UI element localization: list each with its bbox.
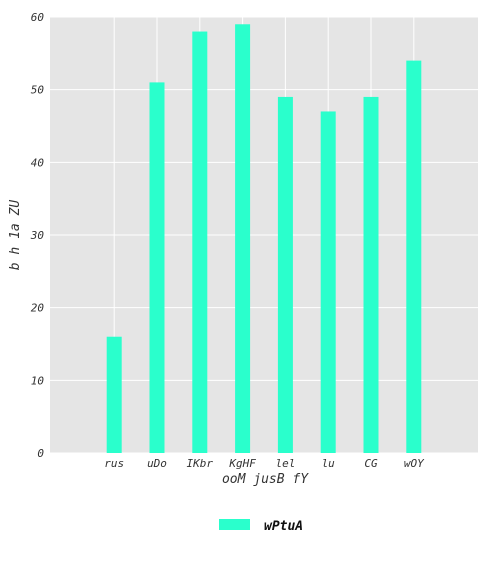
- y-tick-label: 10: [31, 374, 45, 387]
- y-tick-label: 50: [31, 84, 45, 97]
- legend-label: wPtuA: [264, 519, 303, 534]
- x-tick-label: IKbr: [187, 457, 214, 470]
- x-tick-label: wOY: [404, 457, 425, 470]
- y-tick-label: 20: [31, 302, 45, 315]
- bar: [363, 96, 379, 453]
- x-tick-label: rus: [104, 457, 124, 470]
- x-tick-label: lu: [322, 457, 336, 470]
- y-axis-ticks: 0 10 20 30 40 50 60: [30, 11, 45, 460]
- x-tick-label: CG: [364, 457, 378, 470]
- bar: [106, 336, 122, 453]
- y-tick-label: 60: [31, 11, 45, 24]
- legend-swatch: [219, 519, 250, 530]
- x-axis-ticks: rus uDo IKbr KgHF lel lu CG wOY: [104, 457, 425, 470]
- legend: wPtuA: [219, 519, 303, 534]
- y-axis-title: b h 1a ZU: [8, 200, 23, 271]
- x-tick-label: uDo: [147, 457, 167, 470]
- x-axis-title: ooM jusB fY: [222, 472, 309, 487]
- bar: [235, 24, 251, 454]
- bar: [406, 60, 422, 453]
- bar: [277, 96, 293, 453]
- x-tick-label: lel: [275, 457, 295, 470]
- bar: [320, 111, 336, 453]
- bars: [106, 24, 422, 454]
- y-tick-label: 40: [31, 156, 45, 169]
- y-tick-label: 30: [30, 229, 45, 242]
- bar: [192, 31, 208, 454]
- x-tick-label: KgHF: [228, 457, 256, 470]
- y-tick-label: 0: [37, 447, 44, 460]
- bar: [149, 82, 165, 454]
